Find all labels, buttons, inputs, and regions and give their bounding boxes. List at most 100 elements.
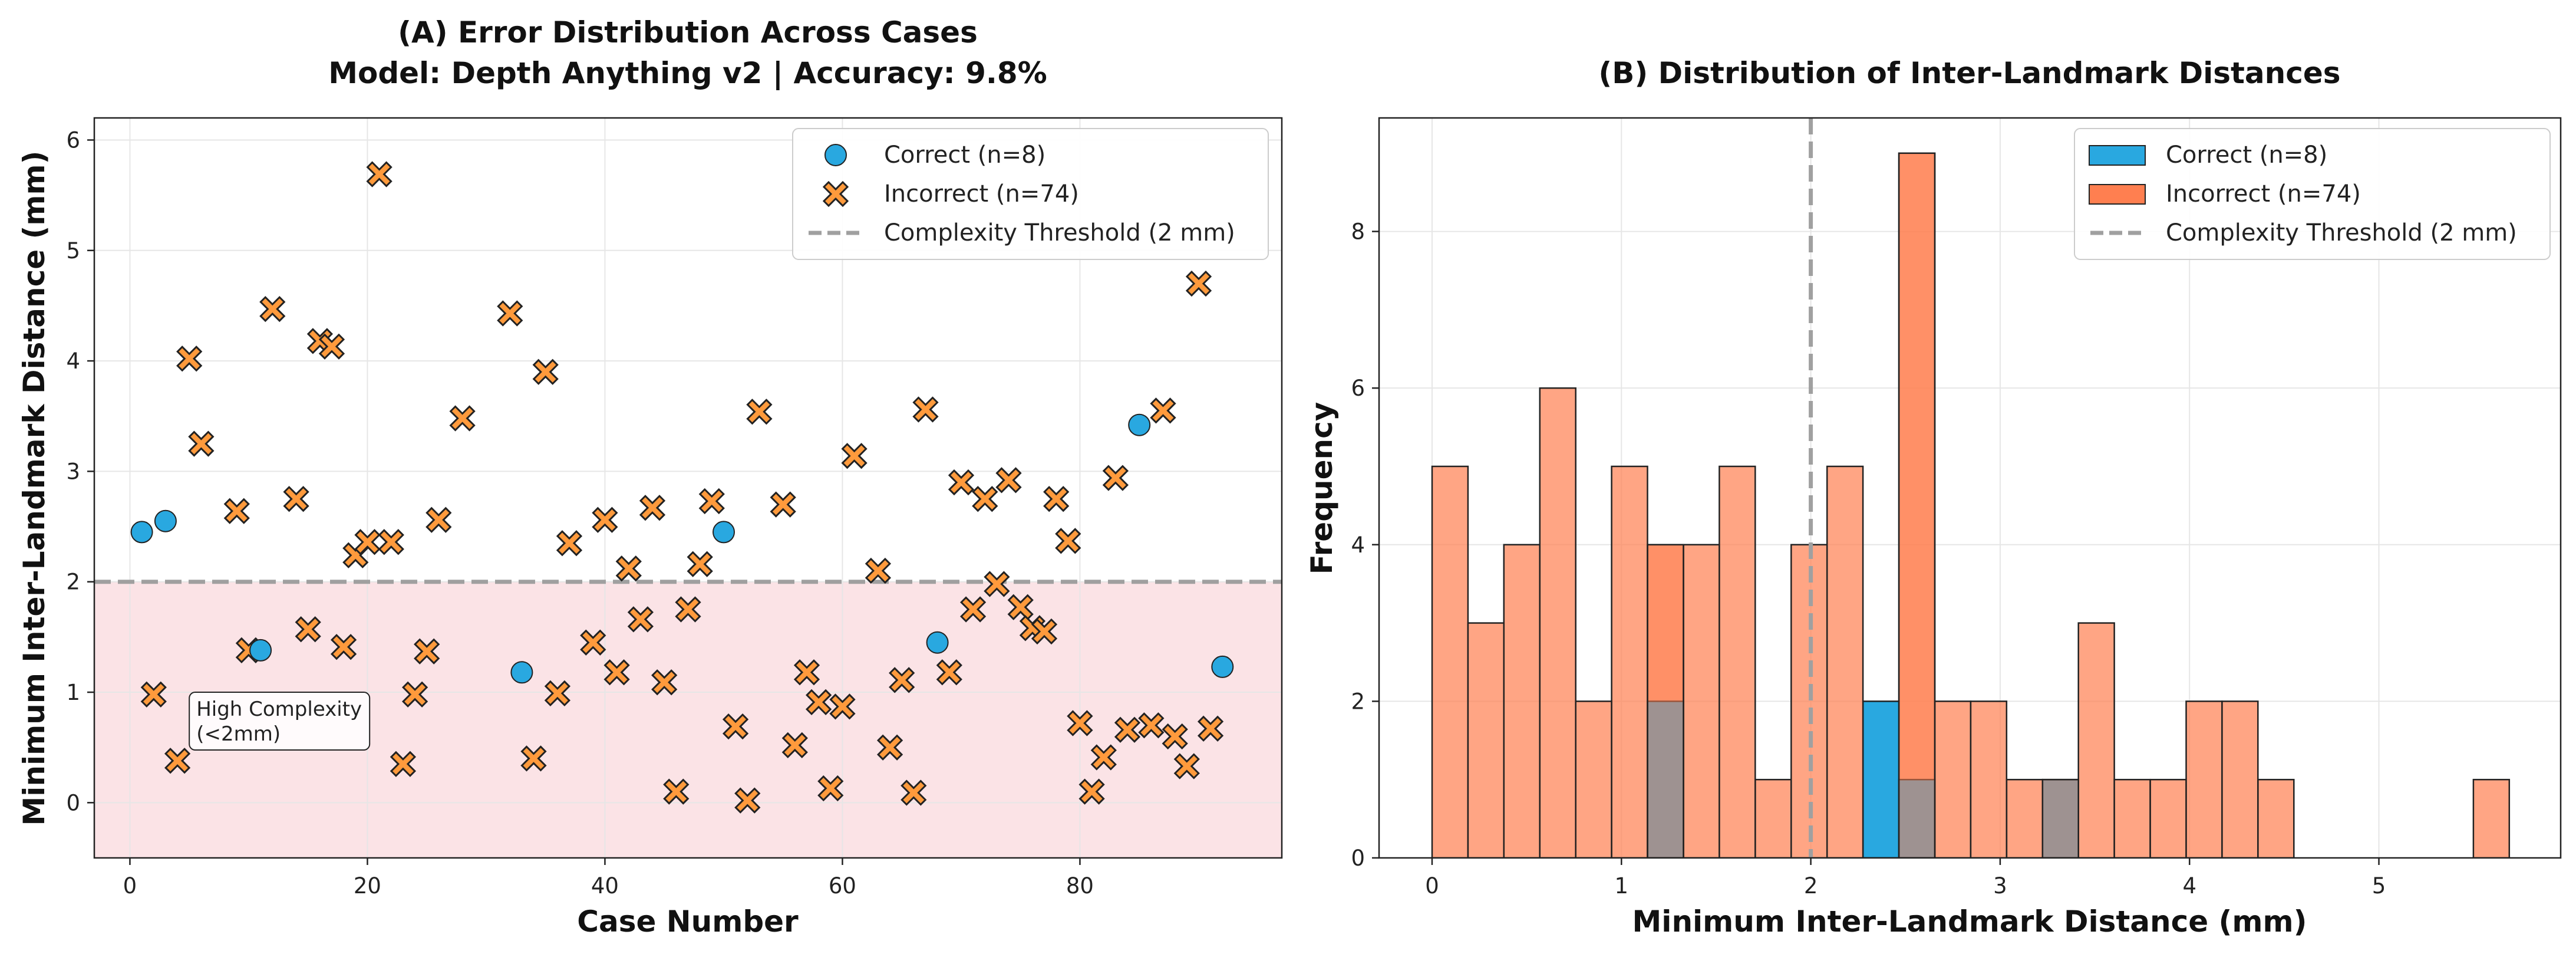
- incorrect-point: [746, 399, 773, 425]
- incorrect-point: [414, 638, 440, 664]
- incorrect-point: [889, 667, 915, 693]
- incorrect-point: [176, 346, 203, 372]
- incorrect-point: [615, 555, 642, 582]
- incorrect-point: [1197, 715, 1224, 742]
- x-tick-label: 3: [1993, 873, 2007, 899]
- y-tick-label: 0: [1351, 846, 1365, 871]
- high-complexity-annotation: High Complexity (<2mm): [189, 692, 371, 751]
- histogram-legend: Correct (n=8) Incorrect (n=74) Complexit…: [2074, 128, 2551, 260]
- incorrect-point: [1007, 594, 1034, 620]
- histogram-xlabel: Minimum Inter-Landmark Distance (mm): [1632, 904, 2307, 939]
- incorrect-point: [366, 161, 392, 187]
- scatter-panel: (A) Error Distribution Across Cases Mode…: [17, 15, 1283, 939]
- incorrect-bar: [2077, 622, 2115, 858]
- incorrect-point: [627, 606, 654, 633]
- legend-incorrect-marker: [822, 180, 849, 208]
- incorrect-point: [378, 529, 404, 555]
- legend-correct-label: Correct (n=8): [884, 142, 1045, 169]
- incorrect-point: [556, 530, 583, 557]
- incorrect-point: [1090, 744, 1117, 771]
- x-tick-label: 80: [1066, 873, 1094, 899]
- incorrect-point: [1114, 716, 1141, 743]
- incorrect-point: [829, 693, 856, 720]
- incorrect-point: [140, 681, 167, 708]
- incorrect-point: [223, 498, 250, 524]
- scatter-legend: Correct (n=8) Incorrect (n=74) Complexit…: [792, 128, 1269, 260]
- histogram-correct-bars: [1647, 152, 2079, 858]
- correct-point: [249, 639, 272, 662]
- x-tick-label: 5: [2372, 873, 2386, 899]
- incorrect-point: [1138, 712, 1165, 739]
- incorrect-point: [841, 443, 868, 469]
- histogram-title: (B) Distribution of Inter-Landmark Dista…: [1598, 56, 2340, 90]
- incorrect-bar: [2185, 700, 2223, 858]
- incorrect-bar: [2221, 700, 2259, 858]
- incorrect-point: [330, 634, 357, 660]
- incorrect-bar: [2113, 778, 2151, 858]
- incorrect-point: [592, 506, 618, 533]
- histogram-legend-box: [2074, 128, 2551, 260]
- incorrect-point: [639, 495, 666, 521]
- incorrect-point: [603, 659, 630, 686]
- incorrect-point: [520, 745, 547, 772]
- correct-bar: [1862, 700, 1900, 858]
- x-tick-label: 40: [591, 873, 619, 899]
- y-tick-label: 3: [66, 459, 80, 484]
- x-tick-label: 2: [1804, 873, 1818, 899]
- incorrect-point: [876, 734, 903, 761]
- incorrect-bar: [2149, 778, 2187, 858]
- correct-point: [1211, 655, 1234, 678]
- scatter-ylabel: Minimum Inter-Landmark Distance (mm): [17, 151, 51, 826]
- y-tick-label: 5: [66, 238, 80, 264]
- incorrect-point: [734, 787, 761, 814]
- incorrect-bar-overlay: [2041, 778, 2079, 858]
- incorrect-point: [580, 629, 606, 656]
- incorrect-point: [984, 571, 1010, 597]
- incorrect-point: [295, 616, 321, 643]
- incorrect-bar: [2006, 778, 2044, 858]
- y-tick-label: 6: [1351, 376, 1365, 401]
- legend-incorrect-label: Incorrect (n=74): [884, 180, 1079, 208]
- annotation-line-1: High Complexity: [196, 698, 362, 721]
- incorrect-bar: [1467, 622, 1505, 858]
- incorrect-point: [188, 430, 215, 457]
- incorrect-point: [1162, 723, 1188, 750]
- correct-point: [130, 521, 153, 544]
- histogram-ylabel: Frequency: [1305, 402, 1339, 575]
- histogram-frame: [1378, 117, 2562, 859]
- incorrect-point: [901, 779, 927, 806]
- incorrect-bar-overlay: [1898, 152, 1936, 858]
- annotation-box: [189, 692, 371, 751]
- incorrect-point: [722, 713, 749, 740]
- incorrect-point: [1173, 753, 1200, 779]
- incorrect-point: [449, 405, 476, 432]
- incorrect-point: [770, 491, 796, 518]
- incorrect-bar: [1683, 544, 1720, 858]
- incorrect-bar: [1431, 465, 1469, 858]
- y-tick-label: 1: [66, 680, 80, 705]
- legend-incorrect-swatch: [2089, 184, 2146, 205]
- incorrect-point: [687, 551, 713, 577]
- legend-threshold-label: Complexity Threshold (2 mm): [2166, 219, 2517, 246]
- histogram-ticks: 0 1 2 3 4 5 0 2 4 6 8: [1351, 219, 2386, 899]
- y-tick-label: 8: [1351, 219, 1365, 245]
- x-tick-label: 0: [123, 873, 137, 899]
- incorrect-point: [1078, 778, 1105, 805]
- legend-correct-swatch: [2089, 145, 2146, 166]
- incorrect-bar: [1539, 387, 1576, 858]
- y-tick-label: 2: [1351, 689, 1365, 714]
- x-tick-label: 4: [2182, 873, 2196, 899]
- incorrect-point: [1185, 270, 1212, 297]
- scatter-xlabel: Case Number: [577, 904, 799, 939]
- incorrect-point: [663, 778, 690, 805]
- incorrect-point: [912, 396, 939, 423]
- scatter-legend-box: [792, 128, 1269, 260]
- incorrect-bar: [1970, 700, 2008, 858]
- incorrect-bar-overlay: [1647, 544, 1684, 858]
- incorrect-point: [401, 681, 428, 708]
- annotation-line-2: (<2mm): [196, 722, 281, 746]
- x-tick-label: 1: [1615, 873, 1629, 899]
- incorrect-point: [259, 295, 286, 323]
- incorrect-point: [318, 333, 345, 360]
